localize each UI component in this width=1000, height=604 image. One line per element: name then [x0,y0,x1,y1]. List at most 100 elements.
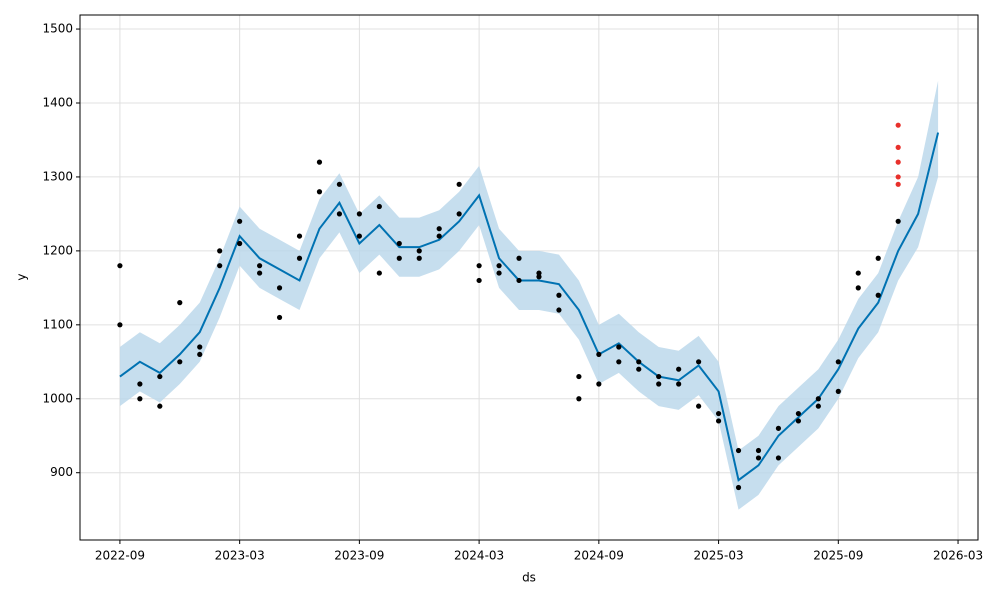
holdout-point [895,181,901,187]
x-tick-label: 2025-03 [694,549,744,563]
x-axis-label: ds [522,571,536,585]
x-tick-label: 2025-09 [813,549,863,563]
observed-point [875,255,881,261]
observed-point [656,373,662,380]
observed-point [356,211,362,217]
observed-point [735,447,742,454]
observed-point [636,366,642,372]
observed-point [476,277,482,284]
observed-point [436,233,442,239]
observed-point [117,263,123,269]
observed-point [316,159,323,165]
observed-point [356,233,362,239]
observed-point [376,270,382,276]
y-tick-label: 900 [50,465,73,479]
x-tick-label: 2024-09 [574,549,624,563]
observed-point [596,381,602,387]
y-tick-label: 1500 [42,22,73,36]
x-tick-label: 2026-03 [933,549,983,563]
observed-point [556,292,562,298]
plot-frame [79,14,979,541]
observed-point [496,270,502,276]
observed-point [257,270,263,276]
observed-point [755,447,762,454]
observed-point [237,240,243,247]
observed-point [276,314,283,321]
observed-point [157,403,163,409]
x-tick-label: 2023-03 [215,549,265,563]
observed-point [855,285,861,291]
observed-point [296,255,303,261]
observed-point [177,300,183,306]
observed-point [396,240,402,247]
observed-point [835,388,841,394]
x-tick-label: 2022-09 [95,549,145,563]
observed-point [197,351,203,358]
y-tick-label: 1000 [42,391,73,405]
observed-point [376,203,382,210]
observed-point [835,359,841,365]
observed-point [636,359,642,365]
holdout-point [895,144,901,150]
observed-point [576,373,582,380]
observed-point [696,359,702,365]
holdout-point [895,122,901,128]
observed-point [815,403,821,409]
observed-point [476,263,482,269]
y-tick-label: 1200 [42,243,73,257]
observed-point [855,270,861,276]
observed-point [237,218,243,224]
observed-point [795,410,802,417]
observed-point [436,226,442,232]
observed-point [616,344,622,350]
observed-point [177,359,183,365]
observed-point [875,292,881,298]
observed-point [735,484,742,491]
observed-point [217,248,223,254]
y-tick-label: 1300 [42,169,73,183]
observed-point [656,381,662,387]
observed-point [576,396,582,402]
observed-point [616,359,622,365]
uncertainty-band [119,80,939,510]
observed-point [556,307,562,313]
observed-point [536,274,542,280]
observed-point [696,403,702,409]
observed-point [336,211,343,217]
observed-point [257,263,263,269]
observed-point [336,181,343,187]
observed-point [715,418,722,424]
observed-point [416,255,422,261]
observed-point [516,277,522,284]
observed-point [396,255,402,261]
observed-point [296,233,303,239]
observed-point [276,285,283,291]
observed-point [197,344,203,350]
observed-point [157,373,163,380]
y-tick-label: 1400 [42,95,73,109]
observed-point [416,248,422,254]
observed-point [456,181,462,187]
observed-point [676,381,682,387]
holdout-point [895,159,901,165]
observed-point [117,322,123,328]
observed-point [456,211,462,217]
x-tick-label: 2023-09 [334,549,384,563]
observed-point [715,410,722,417]
observed-point [815,396,821,402]
y-tick-label: 1100 [42,317,73,331]
observed-point [217,263,223,269]
observed-point [137,381,143,387]
observed-point [895,218,901,224]
observed-point [137,396,143,402]
x-tick-label: 2024-03 [454,549,504,563]
observed-point [316,189,323,195]
observed-point [596,351,602,358]
observed-point [775,425,782,431]
forecast-line [119,132,940,482]
observed-point [516,255,522,261]
holdout-point [895,174,901,180]
observed-point [496,263,502,269]
observed-point [775,455,782,461]
